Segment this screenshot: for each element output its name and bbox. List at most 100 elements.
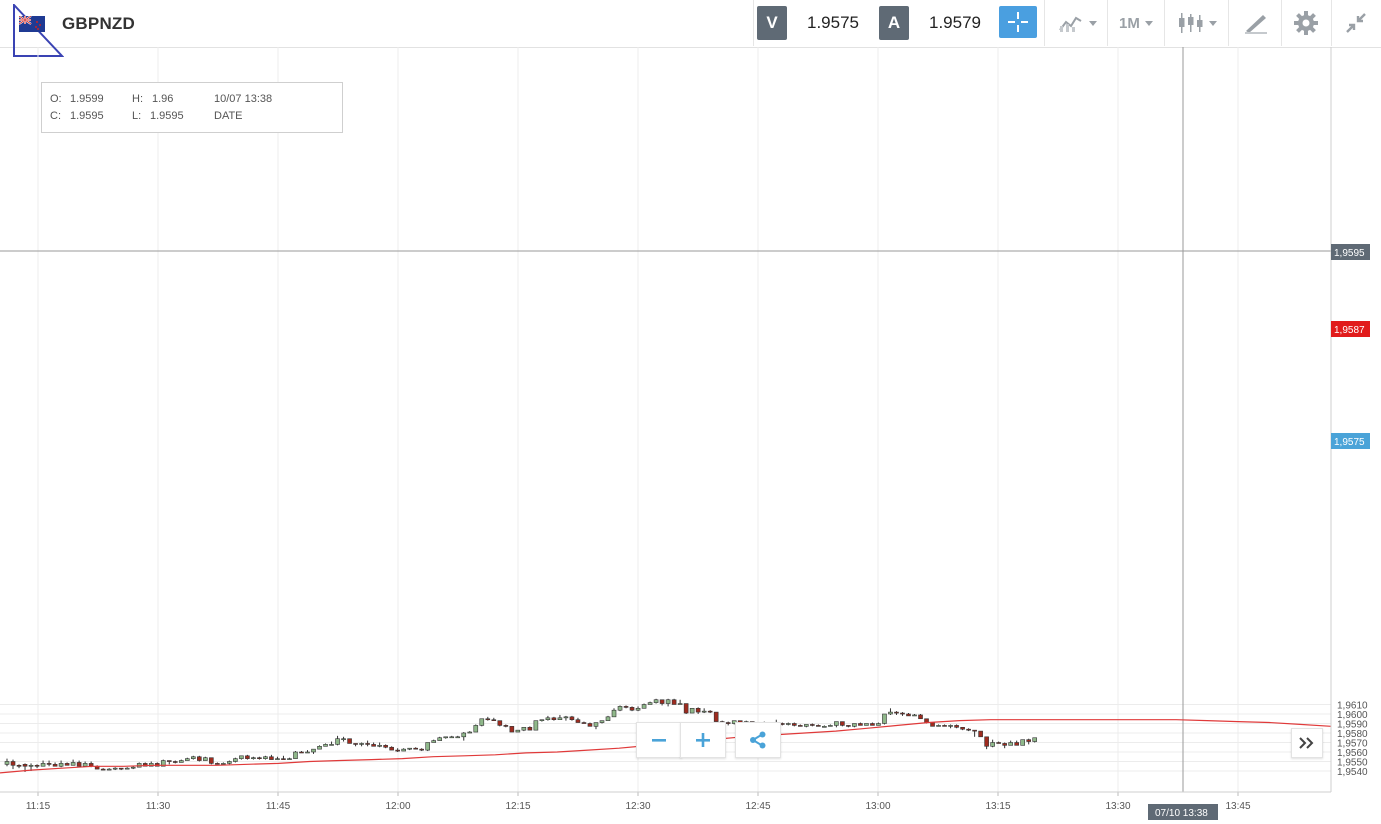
- candle-body: [100, 768, 106, 771]
- candle-body: [587, 723, 593, 727]
- scroll-to-latest-button[interactable]: [1291, 728, 1323, 758]
- crosshair-button[interactable]: [999, 6, 1037, 38]
- candle-body: [142, 763, 148, 767]
- candle-body: [882, 713, 887, 724]
- candle-body: [16, 764, 22, 767]
- candle-body: [353, 743, 358, 745]
- y-tick-label: 1,9600: [1337, 710, 1368, 721]
- sell-price-button[interactable]: V 1.9575: [757, 0, 869, 46]
- candle-body: [497, 720, 503, 726]
- draw-tools-button[interactable]: [1243, 8, 1269, 38]
- candle-body: [245, 755, 250, 759]
- candle-body: [323, 744, 328, 747]
- toolbar-divider: [1164, 0, 1165, 46]
- candle-body: [918, 714, 923, 720]
- candlestick-icon: [1179, 13, 1203, 33]
- candle-body: [4, 761, 10, 765]
- x-tick-label: 13:30: [1105, 801, 1130, 812]
- candle-body: [377, 745, 382, 747]
- candle-body: [28, 764, 34, 767]
- candle-body: [671, 699, 677, 705]
- buy-price: 1.9579: [929, 13, 981, 32]
- x-tick-label: 12:45: [745, 801, 770, 812]
- candle-body: [942, 725, 947, 727]
- double-chevron-right-icon: [1299, 737, 1314, 749]
- instrument-symbol[interactable]: GBPNZD: [62, 14, 135, 33]
- candle-body: [653, 699, 659, 703]
- candle-body: [894, 711, 899, 714]
- candle-body: [647, 702, 653, 705]
- candle-body: [623, 706, 629, 708]
- buy-price-button[interactable]: A 1.9579: [879, 0, 991, 46]
- candle-body: [581, 722, 587, 724]
- candle-body: [563, 716, 569, 719]
- candle-body: [215, 763, 220, 765]
- candle-body: [978, 730, 983, 738]
- candle-body: [828, 725, 833, 727]
- candle-body: [804, 724, 809, 727]
- candle-body: [713, 711, 719, 722]
- candle-body: [635, 707, 641, 711]
- chart-grid: [0, 47, 1331, 796]
- candle-body: [503, 725, 509, 727]
- zoom-in-button[interactable]: [680, 722, 726, 758]
- candle-body: [203, 757, 208, 761]
- candle-body: [792, 723, 797, 726]
- candle-body: [257, 757, 262, 760]
- last-price-label: 1,9575: [1334, 437, 1365, 448]
- candle-body: [900, 712, 905, 715]
- candle-body: [557, 717, 563, 720]
- candle-body: [948, 725, 953, 727]
- candle-body: [359, 743, 364, 745]
- timeframe-menu[interactable]: 1M: [1119, 8, 1153, 38]
- candle-body: [443, 736, 449, 739]
- candle-body: [46, 763, 52, 765]
- candle-body: [515, 729, 521, 733]
- candle-body: [437, 737, 443, 741]
- crosshair-price-label: 1,9595: [1334, 248, 1365, 259]
- candle-body: [112, 767, 118, 770]
- candle-body: [984, 736, 989, 747]
- candle-body: [449, 736, 455, 739]
- candle-body: [455, 736, 461, 739]
- candle-body: [130, 766, 136, 769]
- candle-body: [593, 722, 599, 727]
- candle-body: [227, 761, 232, 764]
- ma-price-badge: [1331, 321, 1370, 337]
- candle-body: [599, 720, 605, 723]
- candle-body: [178, 760, 184, 763]
- candle-body: [960, 726, 965, 730]
- candle-body: [52, 764, 58, 767]
- candle-body: [485, 718, 491, 721]
- collapse-button[interactable]: [1344, 8, 1368, 38]
- candle-body: [888, 711, 893, 715]
- settings-button[interactable]: [1293, 8, 1319, 38]
- share-button[interactable]: [735, 722, 781, 758]
- chart-type-menu[interactable]: [1058, 8, 1097, 38]
- price-chart[interactable]: 1,95401,95501,95601,95701,95801,95901,96…: [0, 47, 1381, 824]
- candle-body: [551, 717, 557, 720]
- zoom-out-button[interactable]: [636, 722, 682, 758]
- y-tick-label: 1,9610: [1337, 701, 1368, 712]
- candle-body: [473, 725, 479, 733]
- candle-body: [1008, 742, 1013, 746]
- candle-style-menu[interactable]: [1178, 8, 1217, 38]
- candle-body: [82, 763, 88, 767]
- candle-body: [605, 716, 611, 721]
- y-tick-label: 1,9570: [1337, 739, 1368, 750]
- candle-body: [311, 748, 316, 753]
- candle-body: [521, 726, 527, 731]
- candle-body: [389, 746, 394, 751]
- candle-body: [299, 751, 304, 754]
- candle-body: [858, 723, 863, 726]
- candle-body: [533, 720, 539, 731]
- candle-body: [172, 761, 178, 763]
- candle-body: [629, 707, 635, 711]
- y-tick-label: 1,9590: [1337, 720, 1368, 731]
- ohlc-info-box: O: 1.9599 H: 1.96 10/07 13:38 C: 1.9595 …: [41, 82, 343, 133]
- y-tick-label: 1,9580: [1337, 729, 1368, 740]
- candle-body: [683, 703, 689, 714]
- candle-body: [930, 722, 935, 727]
- chevron-down-icon: [1089, 20, 1097, 26]
- ma-price-label: 1,9587: [1334, 325, 1365, 336]
